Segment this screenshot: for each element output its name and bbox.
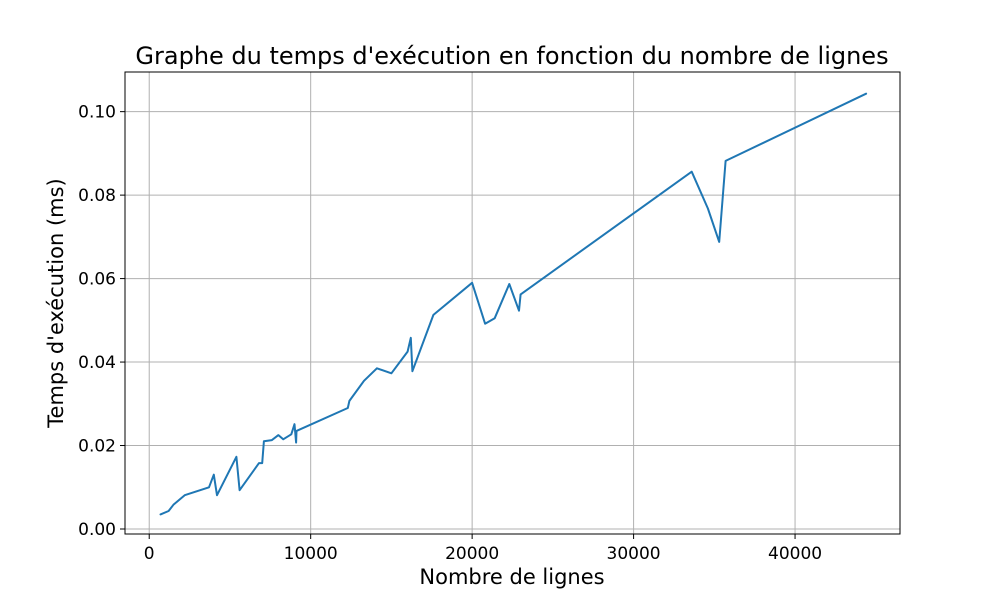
x-tick-label: 0 (144, 544, 155, 564)
chart-title: Graphe du temps d'exécution en fonction … (135, 42, 888, 70)
y-axis-label: Temps d'exécution (ms) (44, 178, 68, 428)
series-layer (159, 92, 868, 516)
x-tick-label: 10000 (284, 544, 338, 564)
y-tick-label: 0.00 (78, 520, 116, 540)
series-line-0 (159, 92, 868, 516)
y-tick-label: 0.04 (78, 353, 116, 373)
plot-frame (124, 71, 901, 535)
grid (125, 72, 900, 534)
y-tick-label: 0.08 (78, 186, 116, 206)
y-tick-label: 0.02 (78, 437, 116, 457)
y-tick-label: 0.10 (78, 103, 116, 123)
x-tick-label: 30000 (607, 544, 661, 564)
y-axis: 0.00 0.02 0.04 0.06 0.08 0.10 (78, 103, 125, 540)
x-tick-label: 20000 (445, 544, 499, 564)
x-axis: 0 10000 20000 30000 40000 (144, 534, 822, 564)
y-tick-label: 0.06 (78, 270, 116, 290)
x-tick-label: 40000 (768, 544, 822, 564)
x-axis-label: Nombre de lignes (419, 565, 604, 589)
